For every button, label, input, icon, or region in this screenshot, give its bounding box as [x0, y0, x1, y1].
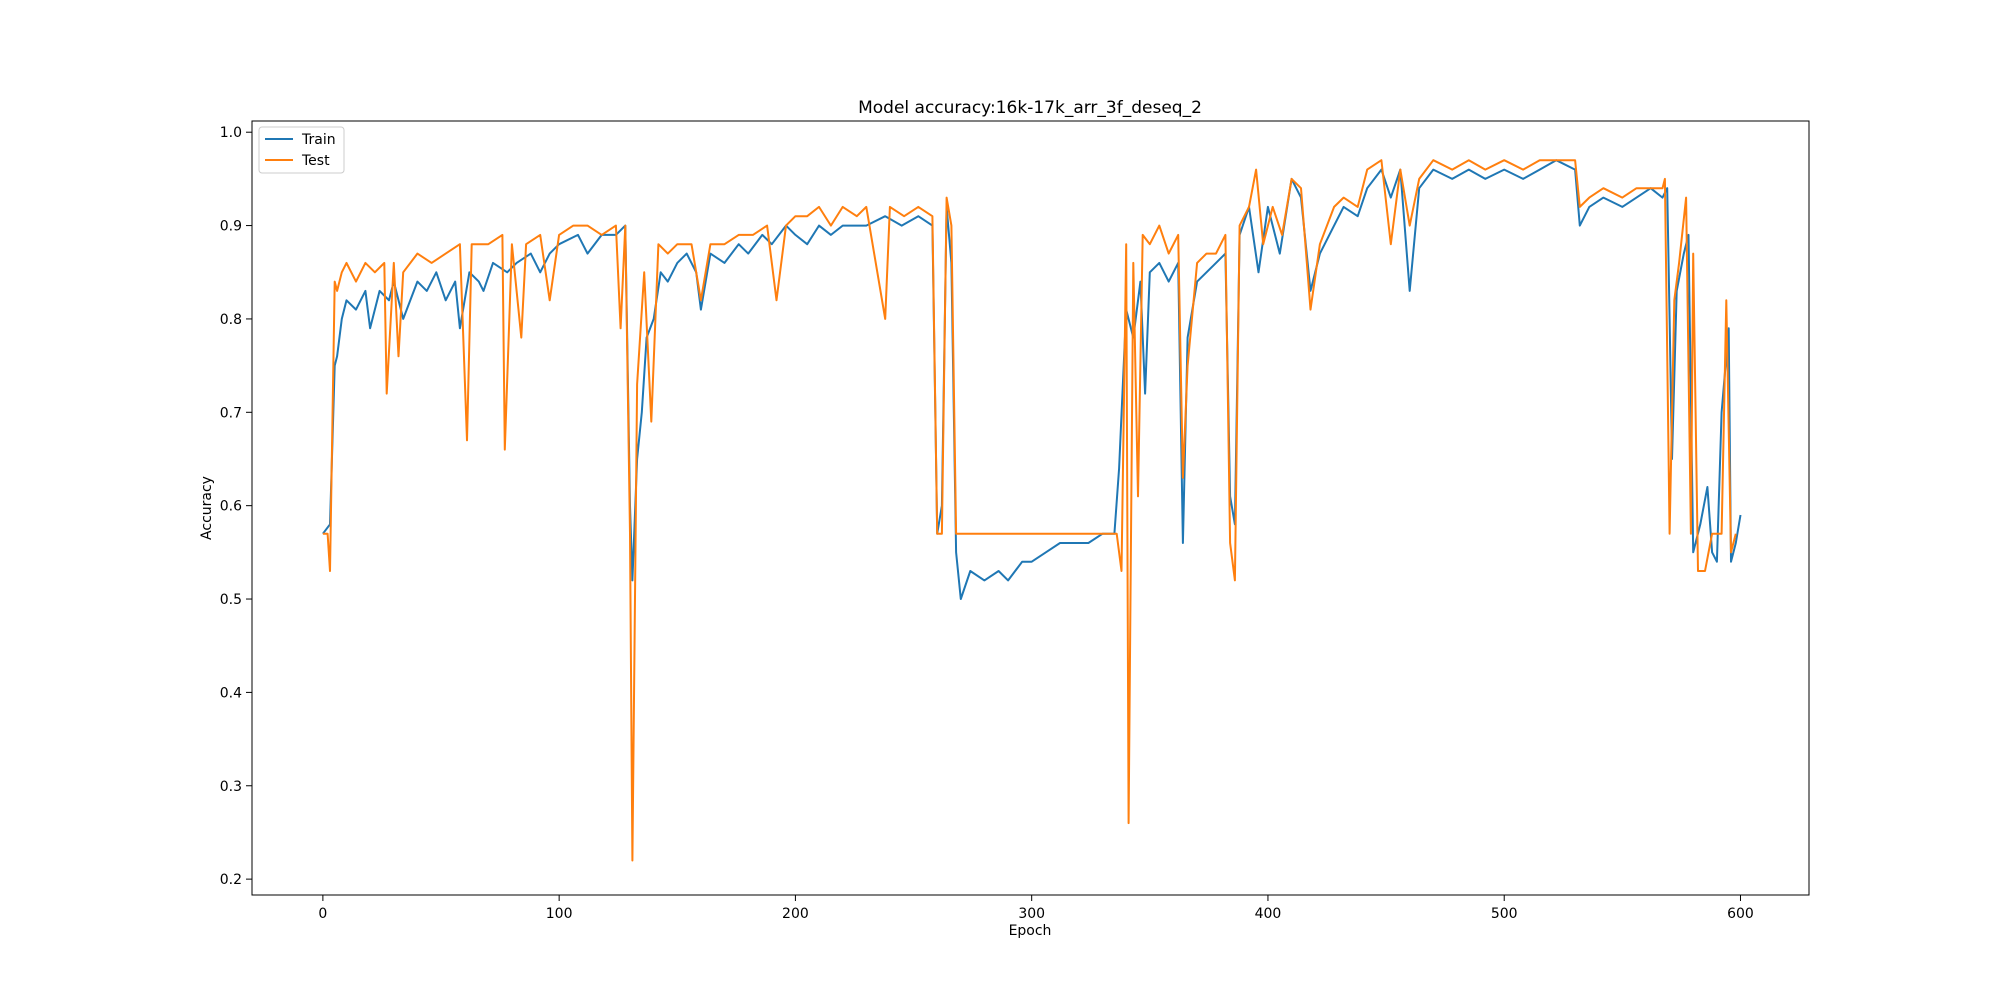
y-tick-label: 0.7 — [220, 405, 242, 421]
y-tick-label: 0.8 — [220, 312, 242, 328]
legend: Train Test — [258, 126, 345, 174]
y-axis-ticks: 0.2 0.3 0.4 0.5 0.6 0.7 0.8 0.9 1.0 — [220, 125, 252, 888]
plot-area: 0 100 200 300 400 500 600 0.20.30.40.50.60.70.… — [220, 120, 1810, 922]
y-tick-label: 0.5 — [220, 592, 242, 608]
y-axis-label: Accuracy — [199, 476, 215, 540]
chart-title: Model accuracy:16k-17k_arr_3f_deseq_2 — [858, 98, 1202, 118]
x-tick-label: 600 — [1727, 906, 1754, 922]
y-tick-label: 0.3 — [220, 779, 242, 795]
x-axis-ticks: 0 100 200 300 400 500 600 — [318, 895, 1754, 922]
y-tick-label: 1.0 — [220, 125, 242, 141]
series-layer — [322, 159, 1742, 862]
x-axis-label: Epoch — [1009, 923, 1052, 939]
x-tick-label: 200 — [782, 906, 809, 922]
y-tick-label: 0.6 — [220, 499, 242, 515]
series-line-test — [322, 159, 1737, 862]
y-tick-label: 0.2 — [220, 872, 242, 888]
x-tick-label: 500 — [1491, 906, 1518, 922]
x-tick-label: 0 — [318, 906, 327, 922]
x-tick-label: 400 — [1255, 906, 1282, 922]
legend-label-test: Test — [301, 153, 330, 169]
y-tick-label: 0.4 — [220, 685, 242, 701]
series-line-train — [322, 159, 1742, 600]
x-tick-label: 300 — [1018, 906, 1045, 922]
legend-label-train: Train — [301, 132, 336, 148]
x-tick-label: 100 — [546, 906, 573, 922]
y-tick-label: 0.9 — [220, 219, 242, 235]
plot-frame — [251, 120, 1810, 896]
